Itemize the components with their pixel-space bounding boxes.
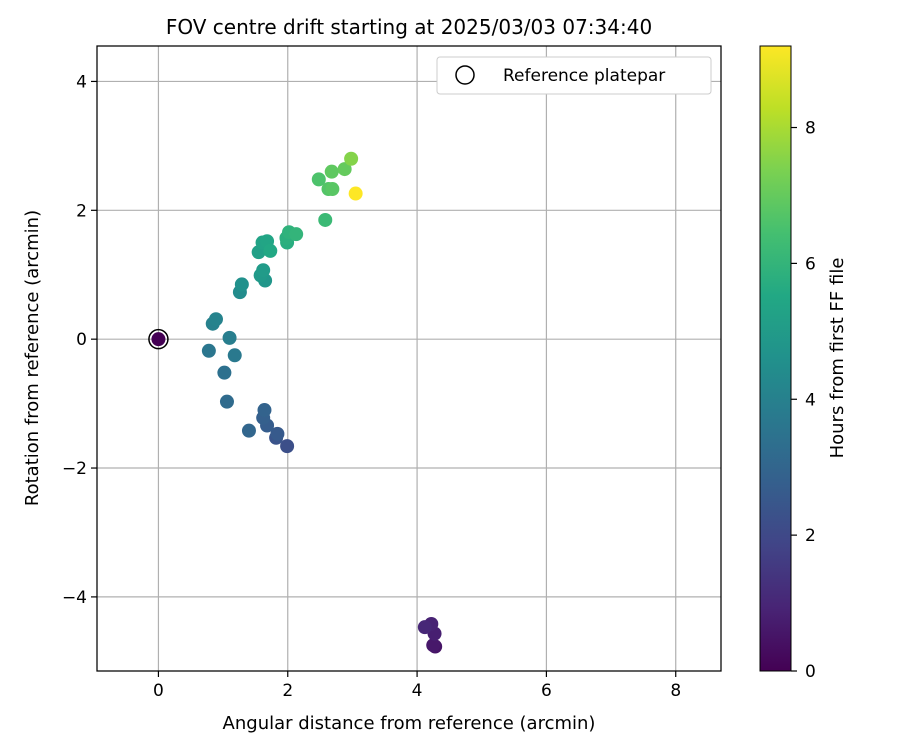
data-point — [256, 263, 271, 278]
y-tick-label: 0 — [76, 330, 87, 350]
colorbar-tick-label: 0 — [805, 662, 816, 682]
colorbar-ticks: 0 2 4 6 8 — [791, 119, 816, 682]
data-point — [227, 348, 242, 363]
data-point — [344, 151, 359, 166]
legend-marker-icon — [455, 65, 475, 85]
x-axis-label: Angular distance from reference (arcmin) — [223, 713, 596, 734]
gridlines — [97, 46, 721, 671]
y-tick-label: 2 — [76, 201, 87, 221]
data-point — [270, 426, 285, 441]
y-axis-label: Rotation from reference (arcmin) — [22, 210, 43, 506]
data-point — [222, 330, 237, 345]
data-point — [318, 212, 333, 227]
colorbar-tick-label: 8 — [805, 119, 816, 139]
legend-label: Reference platepar — [503, 66, 665, 86]
legend: Reference platepar — [436, 56, 712, 95]
colorbar-label: Hours from first FF file — [827, 258, 848, 459]
data-point — [426, 638, 441, 653]
x-tick-label: 0 — [153, 681, 164, 701]
reference-point-marker — [148, 328, 169, 350]
colorbar-tick-label: 6 — [805, 254, 816, 274]
data-point — [257, 403, 272, 418]
plot-frame — [96, 45, 722, 672]
data-point — [348, 186, 363, 201]
colorbar: 0 2 4 6 8 Hours from first FF file — [759, 45, 848, 682]
data-point — [417, 620, 432, 635]
x-tick-label: 8 — [670, 681, 681, 701]
data-point — [289, 227, 304, 242]
data-point — [219, 394, 234, 409]
x-tick-label: 2 — [282, 681, 293, 701]
chart-title: FOV centre drift starting at 2025/03/03 … — [166, 15, 652, 39]
data-point — [241, 423, 256, 438]
data-points — [148, 151, 443, 654]
data-point — [280, 439, 295, 454]
data-point — [234, 277, 249, 292]
data-point — [324, 164, 339, 179]
x-axis-ticks: 0 2 4 6 8 — [153, 671, 681, 701]
legend-box — [436, 56, 712, 95]
data-point — [201, 343, 216, 358]
data-point — [263, 243, 278, 258]
data-point — [311, 172, 326, 187]
colorbar-gradient — [759, 45, 792, 672]
colorbar-tick-label: 4 — [805, 390, 816, 410]
y-axis-ticks: −4 −2 0 2 4 — [62, 72, 97, 608]
y-tick-label: 4 — [76, 72, 87, 92]
x-tick-label: 4 — [412, 681, 423, 701]
y-tick-label: −2 — [62, 459, 87, 479]
data-point — [217, 365, 232, 380]
y-tick-label: −4 — [62, 588, 87, 608]
data-point — [151, 332, 166, 347]
x-tick-label: 6 — [541, 681, 552, 701]
data-point — [325, 182, 340, 197]
data-point — [337, 162, 352, 177]
data-point — [208, 312, 223, 327]
colorbar-tick-label: 2 — [805, 526, 816, 546]
